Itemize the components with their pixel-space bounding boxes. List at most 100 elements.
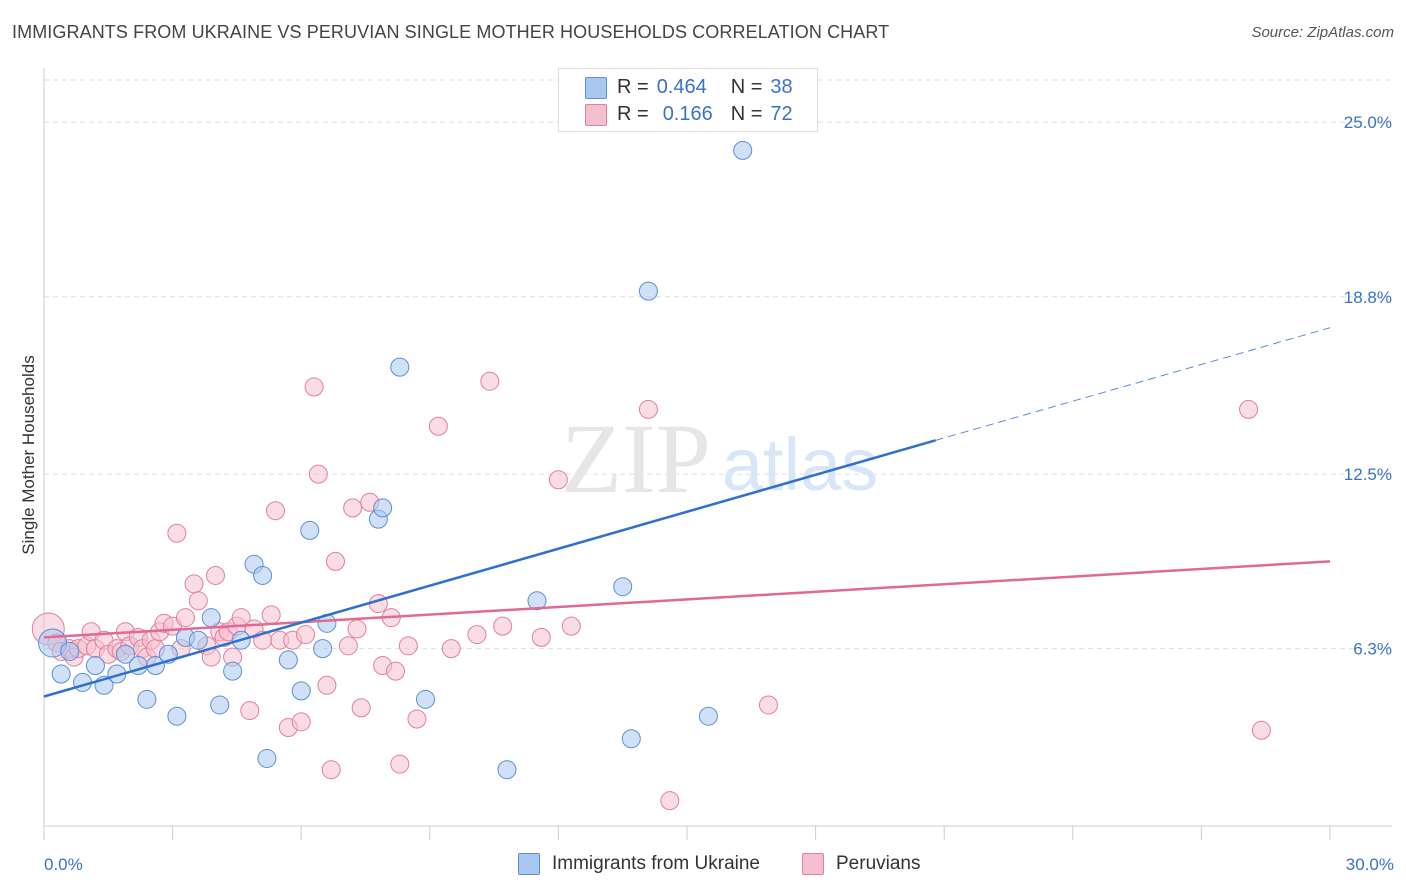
peruvians-point: [386, 661, 406, 681]
ukraine-point: [278, 650, 298, 670]
ukraine-point: [638, 281, 658, 301]
bottom-legend-ukraine: Immigrants from Ukraine: [518, 852, 760, 876]
tick-labels: 6.3% 12.5% 18.8% 25.0% 0.0% 30.0%: [44, 113, 1394, 874]
ukraine-point: [497, 760, 517, 780]
peruvians-point: [390, 754, 410, 774]
ukraine-point: [416, 689, 436, 709]
legend-swatch-ukraine: [585, 77, 607, 99]
ukraine-point: [137, 689, 157, 709]
trend-lines: [43, 327, 1331, 698]
bottom-legend-label-ukraine: Immigrants from Ukraine: [552, 853, 760, 874]
peruvians-point: [407, 709, 427, 729]
peruvians-point: [347, 619, 367, 639]
peruvians-point: [261, 605, 281, 625]
y-tick-label: 6.3%: [1353, 640, 1392, 659]
ukraine-point: [223, 661, 243, 681]
axes: [43, 68, 1392, 840]
peruvians-point: [205, 565, 225, 585]
legend-swatch-peruvians: [585, 104, 607, 126]
legend-n-label: N =: [730, 75, 763, 98]
peruvians-point: [240, 701, 260, 721]
peruvians-point: [343, 498, 363, 518]
ukraine-point: [201, 608, 221, 628]
x-tick-label-min: 0.0%: [44, 855, 83, 874]
ukraine-trend-line: [43, 439, 936, 698]
peruvians-point: [167, 523, 187, 543]
peruvians-trend-line: [43, 560, 1331, 639]
legend-row-ukraine: R = 0.464 N = 38: [585, 75, 793, 99]
source-credit: Source: ZipAtlas.com: [1251, 24, 1394, 41]
bottom-legend-peruvians: Peruvians: [802, 852, 921, 876]
y-tick-label: 18.8%: [1344, 288, 1392, 307]
peruvians-point: [308, 464, 328, 484]
peruvians-point: [428, 416, 448, 436]
peruvians-point: [304, 377, 324, 397]
peruvians-point: [638, 399, 658, 419]
y-tick-label: 12.5%: [1344, 465, 1392, 484]
ukraine-point: [253, 565, 273, 585]
ukraine-point: [167, 706, 187, 726]
peruvians-point: [295, 625, 315, 645]
peruvians-point: [291, 712, 311, 732]
peruvians-point: [184, 574, 204, 594]
watermark: ZIP atlas: [561, 403, 878, 514]
peruvians-point: [531, 627, 551, 647]
y-tick-label: 25.0%: [1344, 113, 1392, 132]
bottom-legend-swatch-peruvians: [802, 853, 824, 875]
legend-n-value: 72: [770, 102, 793, 125]
ukraine-point: [527, 591, 547, 611]
legend-r-value: 0.166: [662, 102, 713, 125]
peruvians-point: [1239, 399, 1259, 419]
ukraine-point: [51, 664, 71, 684]
legend-n-value: 38: [770, 75, 793, 98]
ukraine-point: [210, 695, 230, 715]
ukraine-point: [698, 706, 718, 726]
y-axis-label: Single Mother Households: [19, 355, 38, 554]
chart-title: IMMIGRANTS FROM UKRAINE VS PERUVIAN SING…: [12, 22, 890, 42]
peruvians-point: [660, 791, 680, 811]
ukraine-trend-extension: [935, 327, 1331, 441]
ukraine-point: [85, 656, 105, 676]
peruvians-point: [1251, 720, 1271, 740]
ukraine-point: [291, 681, 311, 701]
peruvians-point: [368, 594, 388, 614]
peruvians-point: [317, 675, 337, 695]
ukraine-point: [60, 641, 80, 661]
peruvians-point: [758, 695, 778, 715]
legend-r-label: R =: [617, 102, 649, 125]
peruvians-point: [561, 616, 581, 636]
ukraine-point: [300, 520, 320, 540]
ukraine-point: [313, 639, 333, 659]
peruvians-point: [338, 636, 358, 656]
peruvians-point: [467, 625, 487, 645]
peruvians-point: [480, 371, 500, 391]
legend-r-value: 0.464: [656, 75, 707, 98]
legend-n-label: N =: [730, 102, 763, 125]
peruvians-point: [188, 591, 208, 611]
peruvians-point: [175, 608, 195, 628]
x-tick-label-max: 30.0%: [1346, 855, 1394, 874]
peruvians-point: [265, 501, 285, 521]
watermark-zip: ZIP: [561, 403, 711, 514]
ukraine-point: [373, 498, 393, 518]
peruvians-point: [325, 551, 345, 571]
ukraine-point: [733, 140, 753, 160]
peruvians-point: [351, 698, 371, 718]
ukraine-point: [390, 357, 410, 377]
ukraine-point: [188, 630, 208, 650]
bottom-legend-swatch-ukraine: [518, 853, 540, 875]
ukraine-point: [621, 729, 641, 749]
peruvians-point: [398, 636, 418, 656]
ukraine-point: [257, 748, 277, 768]
ukraine-point: [613, 577, 633, 597]
ukraine-point: [115, 644, 135, 664]
peruvians-point: [321, 760, 341, 780]
peruvians-point: [441, 639, 461, 659]
correlation-legend: R = 0.464 N = 38 R = 0.166 N = 72: [558, 68, 818, 132]
bottom-legend-label-peruvians: Peruvians: [836, 853, 921, 874]
legend-row-peruvians: R = 0.166 N = 72: [585, 102, 793, 126]
legend-r-label: R =: [617, 75, 649, 98]
peruvians-point: [493, 616, 513, 636]
peruvians-point: [548, 470, 568, 490]
